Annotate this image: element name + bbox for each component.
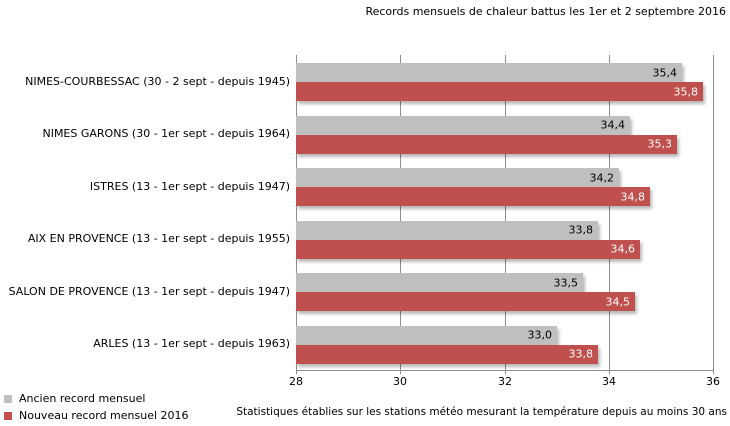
x-axis-tick-32: [505, 370, 506, 374]
x-axis-tick-label-30: 30: [393, 375, 407, 388]
bar-value-label: 33,0: [527, 328, 553, 342]
bar-value-label: 33,8: [568, 347, 594, 361]
bar-value-label: 34,8: [620, 190, 646, 203]
gridline-32: [505, 55, 506, 370]
bar-group-1: 34,4 35,3: [296, 108, 713, 161]
category-label-0: NIMES-COURBESSAC (30 - 2 sept - depuis 1…: [25, 74, 290, 88]
x-axis-tick-label-34: 34: [602, 375, 616, 388]
category-label-4: SALON DE PROVENCE (13 - 1er sept - depui…: [8, 284, 290, 298]
bar-group-3: 33,8 34,6: [296, 213, 713, 266]
category-label-1: NIMES GARONS (30 - 1er sept - depuis 196…: [42, 127, 290, 141]
bar-old-record-4: 33,5: [296, 273, 583, 292]
bar-new-record-4: 34,5: [296, 292, 635, 311]
bar-old-record-3: 33,8: [296, 220, 598, 240]
x-axis-tick-34: [609, 370, 610, 374]
legend-swatch-old-record-icon: [4, 394, 12, 403]
x-axis-tick-28: [296, 370, 297, 374]
x-axis-tick-label-32: 32: [498, 375, 512, 388]
bar-new-record-3: 34,6: [296, 239, 640, 259]
bar-value-label: 34,5: [605, 295, 631, 308]
legend-label-new-record: Nouveau record mensuel 2016: [19, 409, 189, 422]
x-axis-tick-label-36: 36: [706, 375, 720, 388]
bar-value-label: 33,5: [553, 276, 579, 289]
footer-note: Statistiques établies sur les stations m…: [236, 406, 727, 418]
bar-new-record-0: 35,8: [296, 82, 703, 101]
category-axis: NIMES-COURBESSAC (30 - 2 sept - depuis 1…: [0, 55, 290, 370]
bar-new-record-1: 35,3: [296, 134, 677, 154]
bar-value-label: 34,4: [600, 118, 626, 132]
x-axis-tick-30: [400, 370, 401, 374]
gridline-34: [609, 55, 610, 370]
chart-title: Records mensuels de chaleur battus les 1…: [365, 5, 726, 18]
category-label-3: AIX EN PROVENCE (13 - 1er sept - depuis …: [27, 232, 290, 246]
bar-group-4: 33,5 34,5: [296, 265, 713, 318]
bar-old-record-2: 34,2: [296, 168, 619, 187]
bar-value-label: 35,4: [652, 66, 678, 79]
category-label-2: ISTRES (13 - 1er sept - depuis 1947): [89, 179, 290, 193]
legend-item-new-record: Nouveau record mensuel 2016: [4, 407, 189, 424]
plot-area: 35,4 35,8 34,4 35,3 34,2 34,8 33,8 34,6 33,5 34,5…: [296, 55, 714, 374]
legend-item-old-record: Ancien record mensuel: [4, 390, 189, 407]
legend: Ancien record mensuel Nouveau record men…: [4, 390, 189, 424]
bar-group-2: 34,2 34,8: [296, 160, 713, 213]
gridline-30: [400, 55, 401, 370]
x-axis-tick-label-28: 28: [289, 375, 303, 388]
bar-old-record-1: 34,4: [296, 115, 630, 135]
gridline-28: [296, 55, 297, 370]
bar-old-record-5: 33,0: [296, 325, 557, 345]
bar-value-label: 35,3: [647, 137, 673, 151]
legend-swatch-new-record-icon: [4, 411, 12, 420]
x-axis-tick-36: [713, 370, 714, 374]
legend-label-old-record: Ancien record mensuel: [19, 392, 146, 405]
bar-new-record-5: 33,8: [296, 344, 598, 364]
gridline-36: [713, 55, 714, 370]
bar-value-label: 34,6: [610, 242, 636, 256]
bar-old-record-0: 35,4: [296, 63, 682, 82]
bar-group-0: 35,4 35,8: [296, 55, 713, 108]
bar-group-5: 33,0 33,8: [296, 318, 713, 371]
bar-value-label: 35,8: [673, 85, 699, 98]
bar-new-record-2: 34,8: [296, 187, 650, 206]
bar-value-label: 34,2: [589, 171, 615, 184]
bar-value-label: 33,8: [568, 223, 594, 237]
category-label-5: ARLES (13 - 1er sept - depuis 1963): [93, 337, 290, 351]
